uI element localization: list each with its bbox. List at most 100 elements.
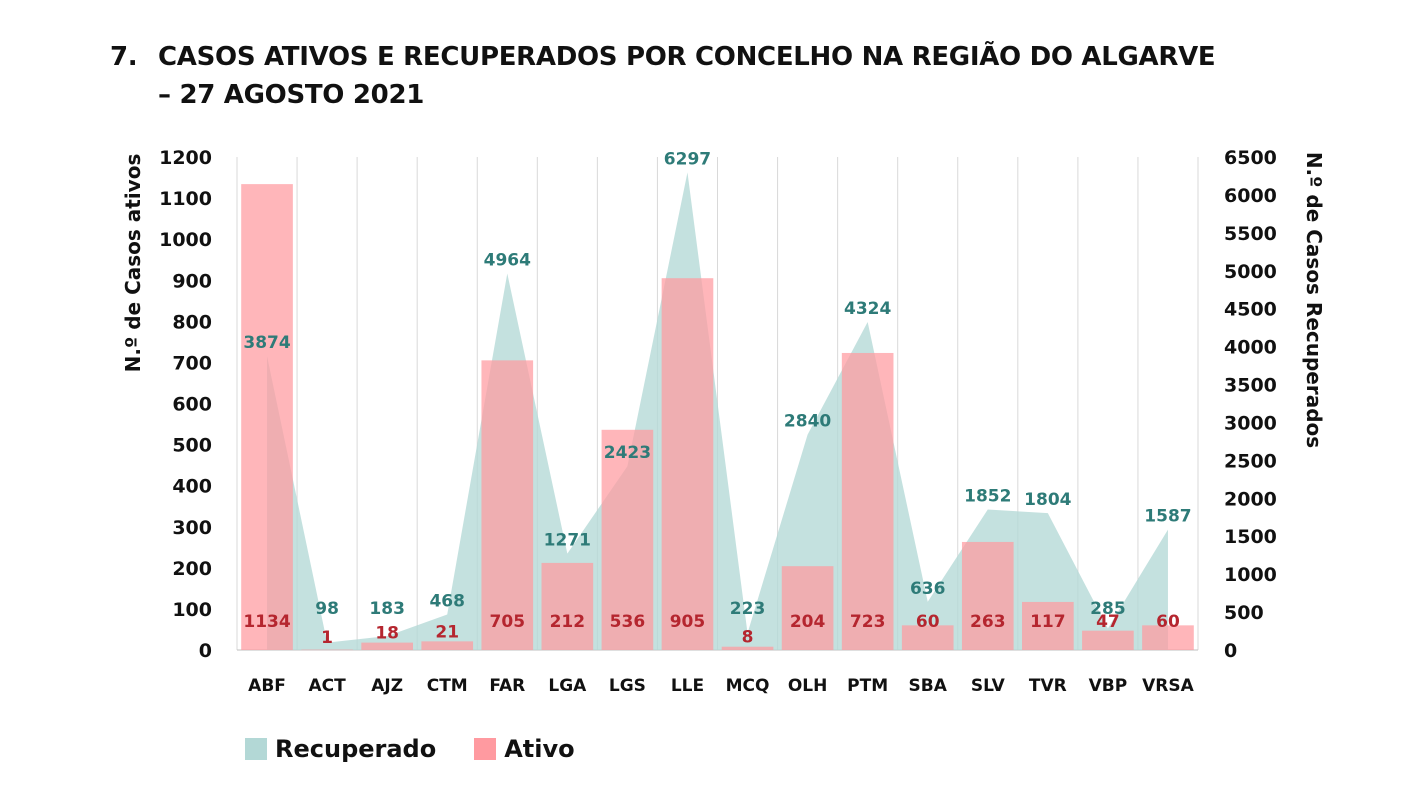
ativo-data-label: 8	[742, 628, 754, 648]
x-tick-label: ACT	[308, 676, 346, 696]
ativo-bar-layer	[241, 184, 1194, 651]
ativo-data-label: 47	[1096, 612, 1120, 632]
y-left-tick-label: 1100	[159, 188, 212, 210]
legend-item-ativo: Ativo	[474, 735, 575, 763]
x-tick-label: AJZ	[371, 676, 403, 696]
ativo-bar	[241, 184, 293, 651]
ativo-data-label: 60	[1156, 612, 1180, 632]
y-right-tick-label: 5000	[1224, 261, 1277, 283]
y-left-tick-label: 500	[172, 435, 212, 457]
recuperado-data-label: 468	[429, 592, 465, 612]
ativo-bar	[961, 541, 1014, 650]
recuperado-data-label: 2840	[784, 412, 831, 432]
recuperado-data-label: 1271	[544, 531, 591, 551]
ativo-bar	[421, 641, 474, 650]
y-right-tick-label: 0	[1224, 640, 1237, 662]
x-tick-label: OLH	[788, 676, 828, 696]
x-tick-label: ABF	[248, 676, 286, 696]
legend-swatch-ativo	[474, 738, 497, 760]
recuperado-data-label: 183	[369, 599, 405, 619]
y-right-tick-label: 4000	[1224, 337, 1277, 359]
y-right-tick-label: 5500	[1224, 223, 1277, 245]
title-line-1: CASOS ATIVOS E RECUPERADOS POR CONCELHO …	[158, 42, 1216, 72]
ativo-bar	[481, 360, 534, 650]
ativo-data-label: 1134	[243, 612, 290, 632]
ativo-data-label: 723	[850, 612, 886, 632]
ativo-bar	[601, 429, 654, 650]
y-axis-left-label: N.º de Casos ativos	[121, 154, 145, 373]
y-axis-right: 0 500 1000 1500 2000 2500 3000 3500 4000 4500 5000…	[1224, 147, 1277, 662]
ativo-bar	[781, 566, 834, 650]
ativo-data-label: 204	[790, 612, 826, 632]
legend: Recuperado Ativo	[245, 735, 613, 763]
y-right-tick-label: 1000	[1224, 564, 1277, 586]
ativo-data-label: 905	[670, 612, 706, 632]
recuperado-data-label: 3874	[243, 333, 290, 353]
x-tick-label: SLV	[971, 676, 1006, 696]
ativo-bar	[661, 278, 714, 650]
y-right-tick-label: 1500	[1224, 526, 1277, 548]
recuperado-data-label: 1804	[1024, 490, 1071, 510]
ativo-bar	[841, 352, 894, 650]
title-line-2: – 27 AGOSTO 2021	[158, 80, 425, 110]
title-number: 7.	[110, 42, 138, 72]
ativo-bar	[1082, 630, 1134, 650]
y-right-tick-label: 3500	[1224, 375, 1277, 397]
y-right-tick-label: 6500	[1224, 147, 1277, 169]
y-right-tick-label: 2000	[1224, 488, 1277, 510]
recuperado-data-label: 285	[1090, 599, 1126, 619]
y-left-tick-label: 1200	[159, 147, 212, 169]
legend-item-recuperado: Recuperado	[245, 735, 436, 763]
y-left-tick-label: 700	[172, 352, 212, 374]
y-left-tick-label: 400	[172, 476, 212, 498]
recuperado-data-label: 98	[315, 599, 339, 619]
y-left-tick-label: 900	[172, 270, 212, 292]
recuperado-data-label: 1587	[1144, 507, 1191, 527]
y-left-tick-label: 300	[172, 517, 212, 539]
y-left-tick-label: 0	[199, 640, 212, 662]
y-right-tick-label: 2500	[1224, 450, 1277, 472]
ativo-labels: 1134 1 18 21 705 212 536 905 8 204 723 60 263 117 47 60	[243, 612, 1180, 648]
x-tick-label: FAR	[489, 676, 525, 696]
ativo-bar	[721, 646, 774, 650]
y-left-tick-label: 800	[172, 311, 212, 333]
recuperado-data-label: 2423	[604, 443, 651, 463]
ativo-data-label: 263	[970, 612, 1006, 632]
chart-title: 7. CASOS ATIVOS E RECUPERADOS POR CONCELH…	[110, 38, 1216, 114]
recuperado-data-label: 223	[730, 599, 766, 619]
x-tick-label: CTM	[427, 676, 468, 696]
recuperado-labels: 3874 98 183 468 4964 1271 2423 6297 223 2840 4324 6…	[243, 149, 1191, 619]
ativo-data-label: 212	[550, 612, 586, 632]
recuperado-data-label: 1852	[964, 487, 1011, 507]
y-right-tick-label: 4500	[1224, 299, 1277, 321]
ativo-data-label: 536	[610, 612, 646, 632]
x-tick-label: TVR	[1029, 676, 1067, 696]
y-right-tick-label: 500	[1224, 602, 1264, 624]
ativo-data-label: 21	[435, 622, 459, 642]
x-tick-label: LLE	[671, 676, 704, 696]
recuperado-data-label: 4964	[484, 250, 531, 270]
legend-label-recuperado: Recuperado	[275, 735, 437, 763]
legend-label-ativo: Ativo	[504, 735, 575, 763]
ativo-data-label: 705	[490, 612, 526, 632]
y-left-tick-label: 200	[172, 558, 212, 580]
x-tick-label: VRSA	[1142, 676, 1194, 696]
ativo-data-label: 117	[1030, 612, 1066, 632]
recuperado-data-label: 6297	[664, 149, 711, 169]
y-axis-left: 0 100 200 300 400 500 600 700 800 900 1000 1100 1200	[159, 147, 212, 662]
y-axis-right-label: N.º de Casos Recuperados	[1302, 152, 1326, 448]
ativo-data-label: 1	[321, 628, 333, 648]
x-tick-label: LGS	[609, 676, 646, 696]
x-tick-label: MCQ	[726, 676, 770, 696]
legend-swatch-recuperado	[245, 738, 267, 760]
x-tick-label: PTM	[847, 676, 888, 696]
ativo-bar	[1142, 625, 1194, 650]
y-left-tick-label: 600	[172, 394, 212, 416]
x-tick-label: LGA	[548, 676, 587, 696]
ativo-bar	[541, 562, 594, 650]
y-right-tick-label: 3000	[1224, 412, 1277, 434]
x-axis: ABF ACT AJZ CTM FAR LGA LGS LLE MCQ OLH PTM SBA SLV T…	[248, 676, 1194, 696]
ativo-data-label: 60	[916, 612, 940, 632]
ativo-bar	[1022, 601, 1074, 650]
